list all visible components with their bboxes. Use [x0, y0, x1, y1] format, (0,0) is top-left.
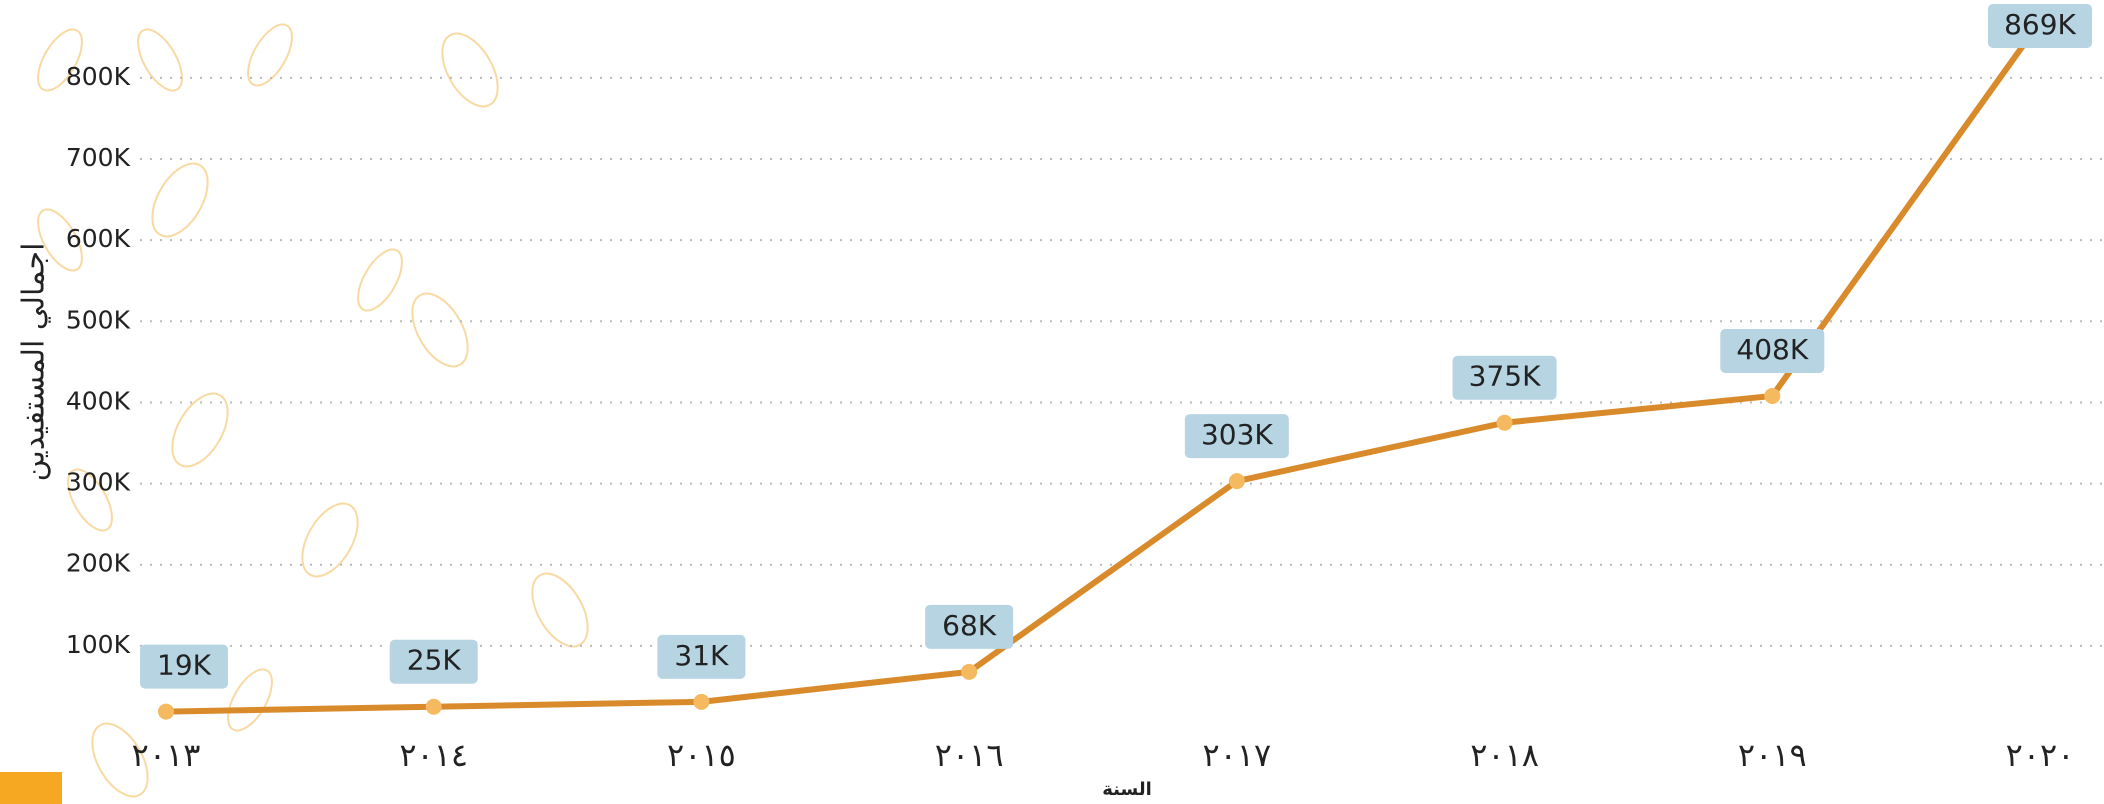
value-label: 31K — [674, 639, 729, 672]
point — [1764, 388, 1780, 404]
value-label: 303K — [1201, 418, 1273, 451]
point — [693, 694, 709, 710]
y-tick-label: 700K — [66, 143, 131, 172]
point — [961, 664, 977, 680]
point — [1229, 473, 1245, 489]
x-tick-label: ٢٠١٩ — [1738, 736, 1807, 774]
y-tick-label: 500K — [66, 305, 131, 334]
y-tick-label: 300K — [66, 468, 131, 497]
x-axis-title: السنة — [1102, 779, 1152, 800]
y-tick-label: 600K — [66, 224, 131, 253]
x-tick-label: ٢٠١٨ — [1470, 736, 1539, 774]
x-tick-label: ٢٠١٣ — [132, 736, 201, 774]
value-label: 375K — [1469, 360, 1541, 393]
x-tick-label: ٢٠١٤ — [399, 736, 468, 774]
point — [426, 699, 442, 715]
x-tick-label: ٢٠٢٠ — [2006, 736, 2075, 774]
point — [158, 704, 174, 720]
value-label: 408K — [1736, 333, 1808, 366]
x-tick-label: ٢٠١٧ — [1202, 736, 1271, 774]
y-tick-label: 200K — [66, 549, 131, 578]
y-tick-label: 800K — [66, 62, 131, 91]
value-label: 68K — [942, 609, 997, 642]
x-tick-label: ٢٠١٦ — [935, 736, 1004, 774]
chart: اجمالي المستفيدين السنة 100K 200K 300K 400K… — [0, 0, 2104, 804]
y-tick-label: 100K — [66, 630, 131, 659]
y-axis-title: اجمالي المستفيدين — [17, 243, 52, 482]
value-label: 25K — [407, 644, 462, 677]
value-label: 19K — [157, 649, 212, 682]
corner-badge — [0, 772, 62, 804]
y-tick-label: 400K — [66, 386, 131, 415]
point — [1497, 415, 1513, 431]
value-label: 869K — [2004, 8, 2076, 41]
x-tick-label: ٢٠١٥ — [667, 736, 736, 774]
